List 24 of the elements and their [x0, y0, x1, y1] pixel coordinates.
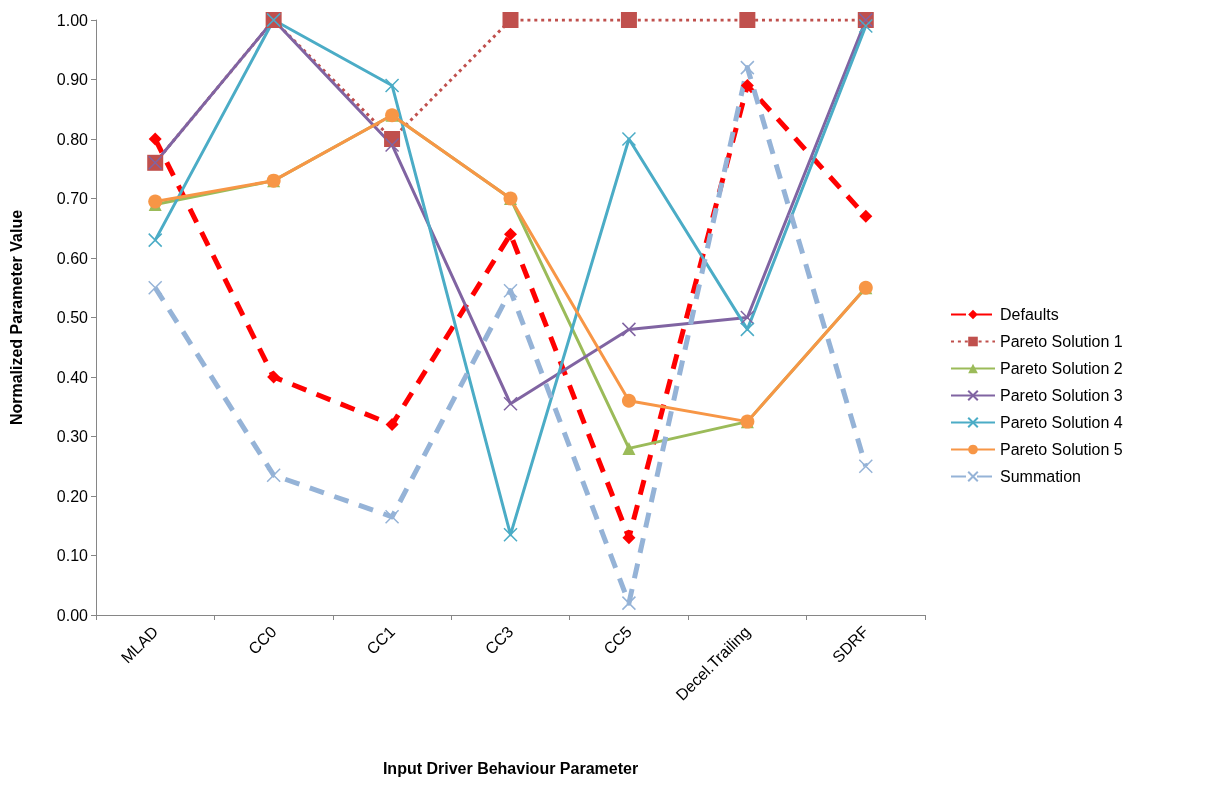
- legend-label: Pareto Solution 5: [1000, 441, 1123, 458]
- x-tick-label: CC0: [245, 622, 280, 658]
- y-tick-label: 0.10: [56, 547, 89, 564]
- x-tick-label: CC1: [363, 622, 399, 658]
- y-tick-label: 0.90: [56, 71, 89, 88]
- legend-label: Defaults: [1000, 306, 1059, 323]
- legend-label: Pareto Solution 3: [1000, 387, 1123, 404]
- y-tick-label: 0.70: [56, 190, 89, 207]
- legend-label: Pareto Solution 2: [1000, 360, 1123, 377]
- y-tick-label: 0.20: [56, 487, 89, 505]
- legend-label: Summation: [1000, 468, 1081, 485]
- x-tick-label: CC5: [600, 622, 636, 658]
- x-tick-label: CC3: [481, 622, 517, 658]
- y-tick-label: 0.60: [56, 249, 89, 267]
- x-axis-title: Input Driver Behaviour Parameter: [382, 759, 639, 777]
- y-axis-title: Normalized Parameter Value: [7, 209, 25, 426]
- y-tick-label: 1.00: [56, 11, 89, 29]
- legend-label: Pareto Solution 1: [1000, 333, 1123, 350]
- y-tick-label: 0.30: [56, 428, 89, 445]
- y-tick-label: 0.40: [56, 368, 89, 386]
- y-tick-label: 0.00: [56, 606, 89, 624]
- legend-label: Pareto Solution 4: [1000, 414, 1123, 431]
- y-tick-label: 0.50: [56, 309, 89, 326]
- y-tick-label: 0.80: [56, 130, 89, 148]
